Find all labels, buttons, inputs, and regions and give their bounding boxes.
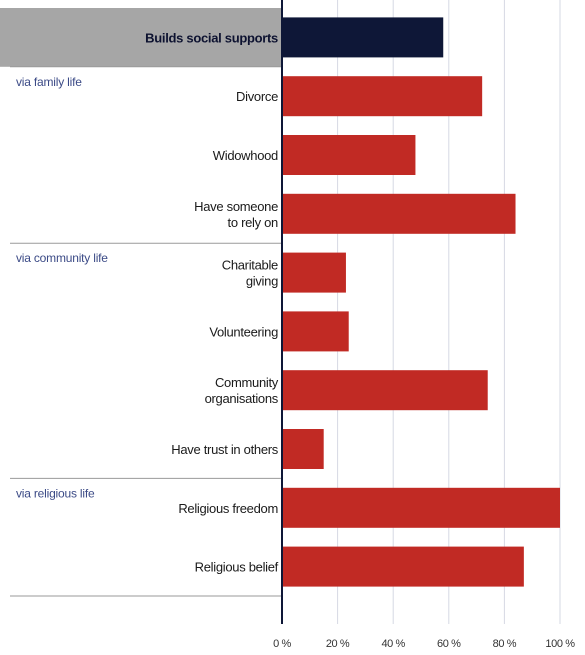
- bar: [282, 135, 416, 175]
- category-label: Widowhood: [213, 148, 278, 163]
- header-label: Builds social supports: [145, 30, 278, 45]
- category-label: Have trust in others: [171, 442, 279, 457]
- x-tick-label: 0 %: [273, 638, 291, 650]
- bar: [282, 311, 349, 352]
- category-label: organisations: [205, 391, 279, 406]
- group-label: via family life: [16, 75, 82, 89]
- category-label: Volunteering: [209, 324, 278, 339]
- category-label: Religious freedom: [178, 501, 278, 516]
- group-label: via religious life: [16, 486, 95, 500]
- bar: [282, 370, 488, 411]
- bar: [282, 76, 483, 117]
- x-tick-label: 80 %: [493, 638, 517, 650]
- bar: [282, 487, 560, 528]
- x-tick-label: 40 %: [381, 638, 405, 650]
- bar: [282, 546, 524, 587]
- x-tick-label: 100 %: [545, 638, 575, 650]
- category-label: Religious belief: [195, 560, 279, 575]
- x-tick-label: 20 %: [326, 638, 350, 650]
- category-label: Charitable: [222, 258, 278, 273]
- header-band: [0, 8, 282, 67]
- category-label: Community: [215, 375, 279, 390]
- bar: [282, 429, 324, 469]
- x-tick-label: 60 %: [437, 638, 461, 650]
- category-label: Divorce: [236, 89, 278, 104]
- header-bar: [282, 17, 444, 58]
- group-label: via community life: [16, 251, 108, 265]
- category-label: to rely on: [228, 215, 279, 230]
- category-label: giving: [246, 274, 278, 289]
- category-label: Have someone: [194, 199, 278, 214]
- bar: [282, 193, 516, 234]
- bar: [282, 252, 346, 293]
